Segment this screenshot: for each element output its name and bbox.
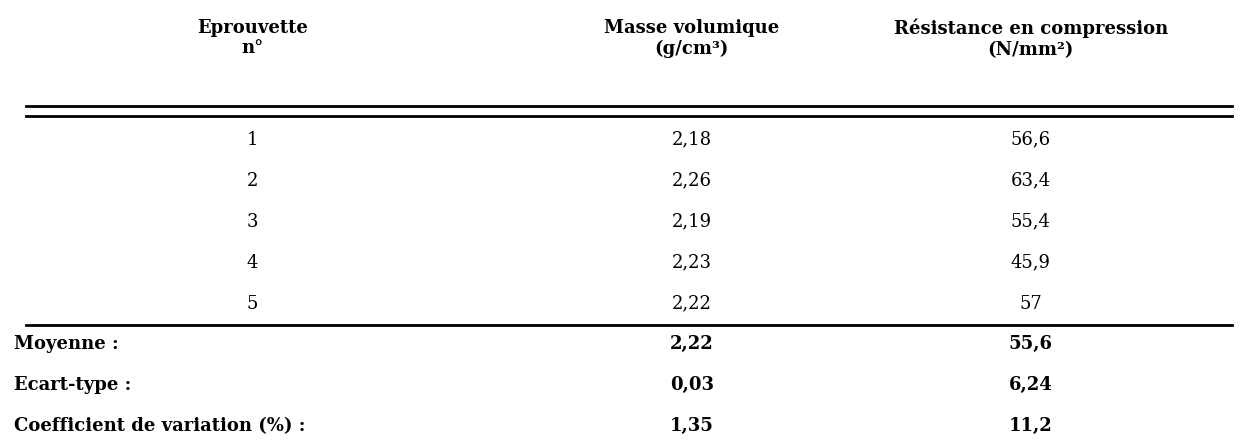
- Text: Masse volumique
(g/cm³): Masse volumique (g/cm³): [604, 18, 780, 58]
- Text: 4: 4: [247, 253, 258, 271]
- Text: 2,26: 2,26: [672, 172, 712, 190]
- Text: 0,03: 0,03: [669, 377, 713, 394]
- Text: 2,19: 2,19: [672, 213, 712, 231]
- Text: Résistance en compression
(N/mm²): Résistance en compression (N/mm²): [893, 18, 1167, 59]
- Text: 2,18: 2,18: [672, 131, 712, 149]
- Text: Coefficient de variation (%) :: Coefficient de variation (%) :: [14, 418, 306, 436]
- Text: 45,9: 45,9: [1010, 253, 1050, 271]
- Text: 63,4: 63,4: [1010, 172, 1050, 190]
- Text: 2,23: 2,23: [672, 253, 712, 271]
- Text: 2,22: 2,22: [671, 335, 713, 353]
- Text: 55,4: 55,4: [1010, 213, 1050, 231]
- Text: 56,6: 56,6: [1010, 131, 1050, 149]
- Text: 1: 1: [247, 131, 258, 149]
- Text: 3: 3: [247, 213, 258, 231]
- Text: 5: 5: [247, 294, 258, 312]
- Text: Ecart-type :: Ecart-type :: [14, 377, 131, 394]
- Text: Eprouvette
n°: Eprouvette n°: [198, 18, 308, 58]
- Text: 2,22: 2,22: [672, 294, 712, 312]
- Text: 55,6: 55,6: [1009, 335, 1053, 353]
- Text: 57: 57: [1019, 294, 1042, 312]
- Text: 6,24: 6,24: [1009, 377, 1053, 394]
- Text: 1,35: 1,35: [669, 418, 713, 436]
- Text: 11,2: 11,2: [1009, 418, 1053, 436]
- Text: 2: 2: [247, 172, 258, 190]
- Text: Moyenne :: Moyenne :: [14, 335, 118, 353]
